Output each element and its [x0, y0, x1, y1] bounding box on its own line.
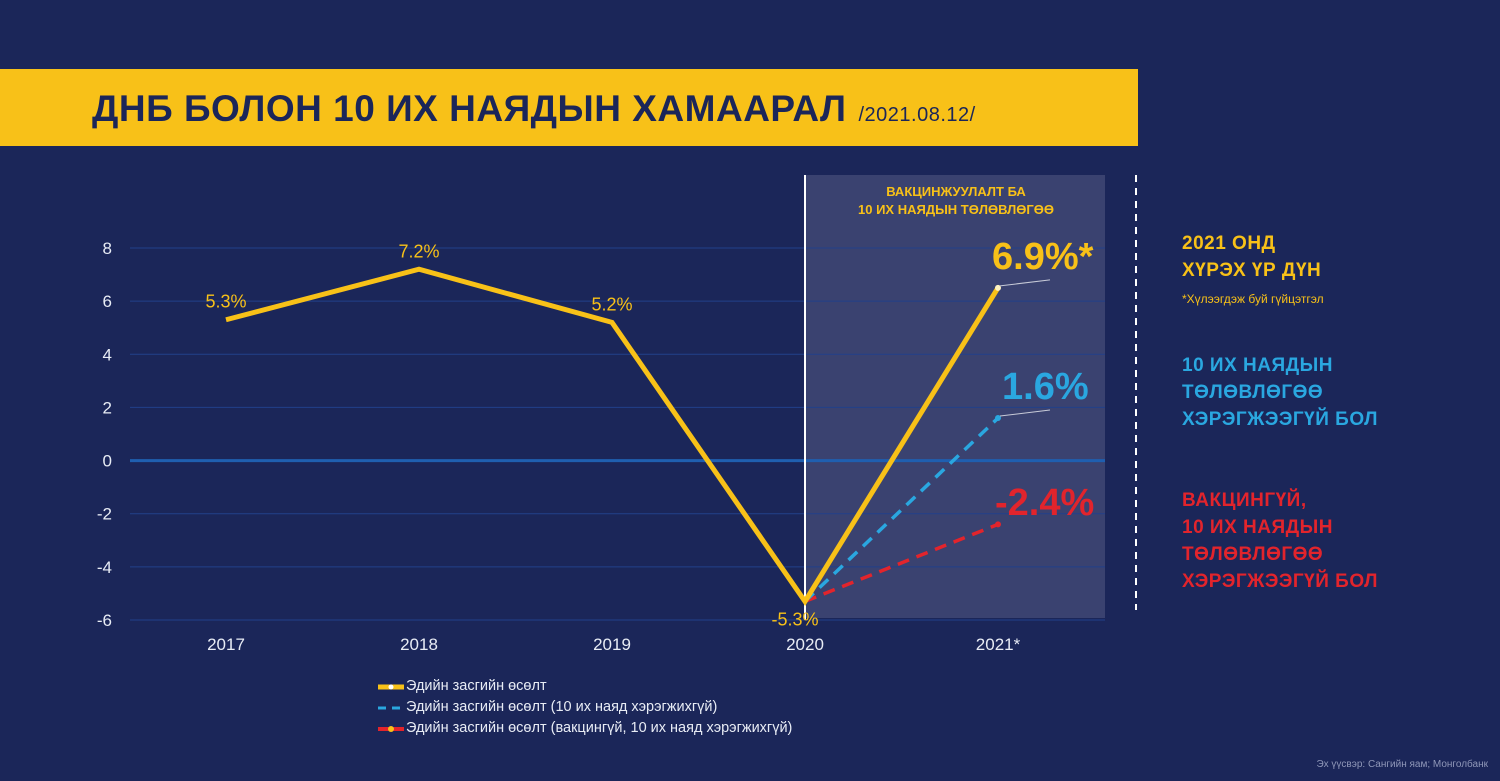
y-tick-label: 8 [103, 239, 112, 258]
data-label: 7.2% [398, 241, 439, 261]
forecast-region [805, 175, 1105, 618]
chart-legend: Эдийн засгийн өсөлт Эдийн засгийн өсөлт … [378, 676, 792, 739]
legend-item: Эдийн засгийн өсөлт (10 их наяд хэрэгжих… [378, 697, 792, 718]
text-line: ХҮРЭХ ҮР ДҮН [1182, 260, 1322, 281]
series-line-1 [225, 266, 1001, 606]
legend-label: Эдийн засгийн өсөлт (10 их наяд хэрэгжих… [406, 699, 718, 715]
callout-blue: 1.6% [1002, 366, 1089, 408]
text-line: 2021 ОНД [1182, 233, 1276, 254]
x-tick-label: 2019 [593, 635, 631, 654]
y-tick-label: 6 [103, 292, 112, 311]
period-label-line: 10 ИХ НАЯДЫН ТӨЛӨВЛӨГӨӨ [858, 202, 1054, 217]
title-text: ДНБ БОЛОН 10 ИХ НАЯДЫН ХАМААРАЛ [92, 88, 847, 129]
data-label: 5.3% [205, 292, 246, 312]
text-line: 10 ИХ НАЯДЫН [1182, 517, 1333, 538]
period-label-line: ВАКЦИНЖУУЛАЛТ БА [886, 184, 1026, 199]
callout-leader [999, 279, 1051, 287]
title-banner [0, 69, 1138, 146]
forecast-period-label: ВАКЦИНЖУУЛАЛТ БА 10 ИХ НАЯДЫН ТӨЛӨВЛӨГӨӨ [806, 183, 1106, 219]
legend-label: Эдийн засгийн өсөлт [406, 678, 547, 694]
blue-scenario-text: 10 ИХ НАЯДЫН ТӨЛӨВЛӨГӨӨ ХЭРЭГЖЭЭГҮЙ БОЛ [1182, 352, 1378, 433]
title-date: /2021.08.12/ [858, 104, 976, 126]
y-tick-label: 0 [103, 452, 112, 471]
legend-swatch-yellow [378, 684, 404, 689]
series-line-2 [803, 416, 1000, 603]
series-line-3 [804, 522, 999, 604]
result-heading: 2021 ОНД ХҮРЭХ ҮР ДҮН [1182, 230, 1321, 284]
data-label: 5.2% [591, 294, 632, 314]
y-tick-label: 2 [103, 398, 112, 417]
data-point [995, 521, 1001, 528]
callout-red: -2.4% [995, 482, 1095, 524]
y-tick-label: -2 [97, 505, 112, 524]
text-line: 10 ИХ НАЯДЫН [1182, 355, 1333, 376]
text-line: ХЭРЭГЖЭЭГҮЙ БОЛ [1182, 409, 1378, 430]
legend-swatch-blue [378, 706, 404, 709]
x-tick-label: 2021* [976, 635, 1021, 654]
x-tick-label: 2017 [207, 635, 245, 654]
red-scenario-text: ВАКЦИНГҮЙ, 10 ИХ НАЯДЫН ТӨЛӨВЛӨГӨӨ ХЭРЭГ… [1182, 487, 1378, 595]
legend-item: Эдийн засгийн өсөлт [378, 676, 792, 697]
text-line: ТӨЛӨВЛӨГӨӨ [1182, 544, 1324, 565]
y-tick-label: -4 [97, 558, 112, 577]
text-line: ВАКЦИНГҮЙ, [1182, 490, 1307, 511]
y-tick-label: -6 [97, 611, 112, 630]
y-tick-label: 4 [103, 345, 112, 364]
data-point [995, 415, 1001, 422]
legend-swatch-red [378, 725, 404, 732]
expected-note: *Хүлээгдэж буй гүйцэтгэл [1182, 292, 1324, 306]
page-title: ДНБ БОЛОН 10 ИХ НАЯДЫН ХАМААРАЛ/2021.08.… [92, 88, 976, 130]
callout-main: 6.9%* [992, 236, 1094, 278]
legend-item: Эдийн засгийн өсөлт (вакцингүй, 10 их на… [378, 718, 792, 739]
x-tick-label: 2020 [786, 635, 824, 654]
callout-leader [999, 409, 1051, 417]
data-label: -5.3% [771, 609, 818, 629]
x-tick-label: 2018 [400, 635, 438, 654]
source-note: Эх үүсвэр: Сангийн яам; Монголбанк [1316, 759, 1488, 770]
text-line: ХЭРЭГЖЭЭГҮЙ БОЛ [1182, 571, 1378, 592]
text-line: ТӨЛӨВЛӨГӨӨ [1182, 382, 1324, 403]
legend-label: Эдийн засгийн өсөлт (вакцингүй, 10 их на… [406, 720, 793, 736]
data-point [995, 284, 1001, 291]
